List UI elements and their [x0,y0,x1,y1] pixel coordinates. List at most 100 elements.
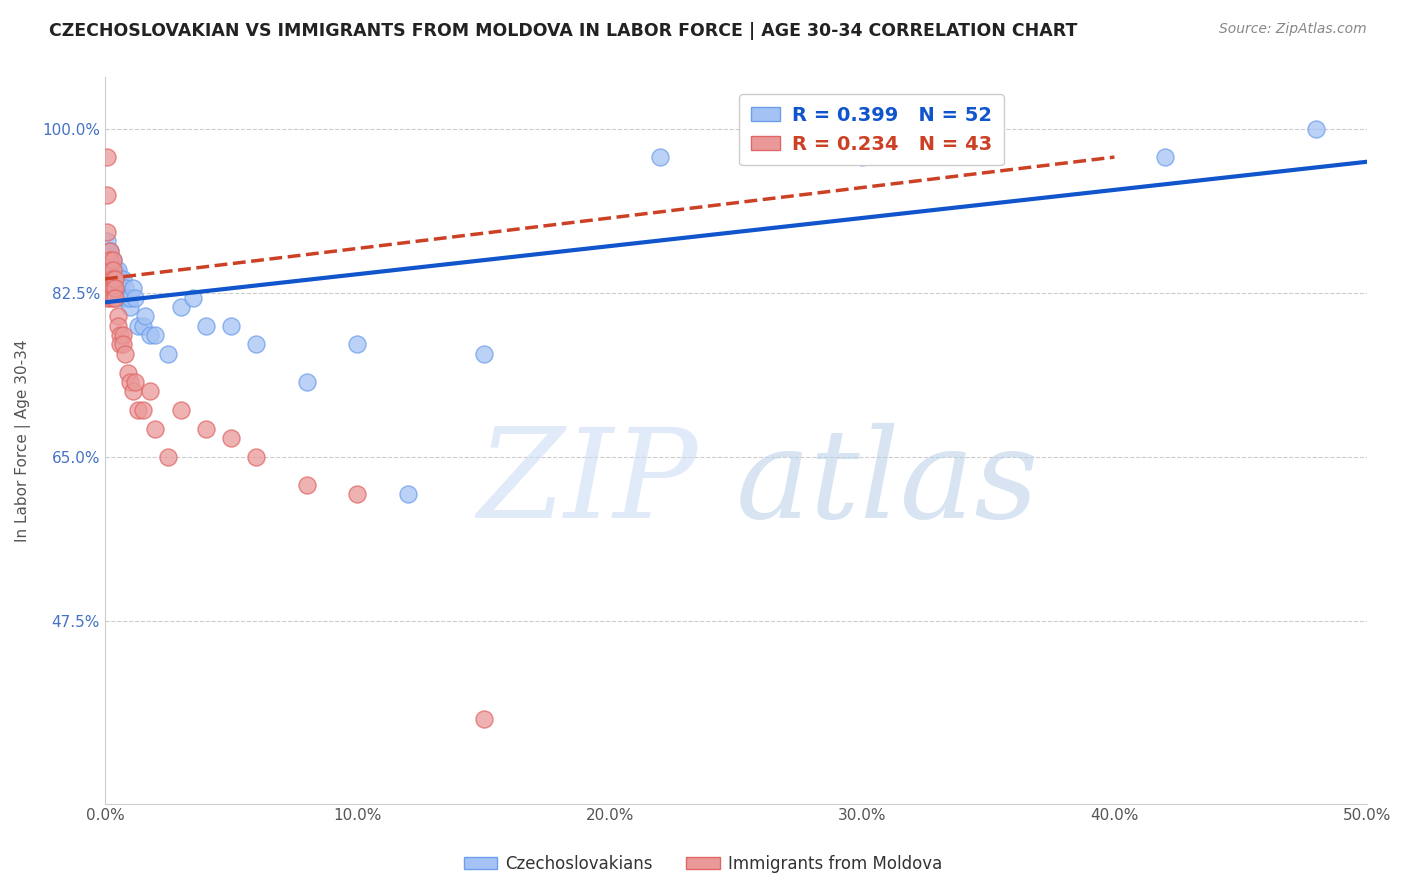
Point [194,422,217,436]
Point [1305,122,1327,136]
Point [96,253,118,268]
Point [124,375,146,389]
Point [295,375,318,389]
Point [108,272,131,286]
Point [121,281,143,295]
Point [98,291,121,305]
Point [170,403,193,417]
Point [145,422,167,436]
Legend: Czechoslovakians, Immigrants from Moldova: Czechoslovakians, Immigrants from Moldov… [457,848,949,880]
Point [98,253,121,268]
Point [472,347,495,361]
Point [104,291,127,305]
Point [96,187,118,202]
Point [157,450,180,464]
Point [111,328,134,343]
Point [396,487,419,501]
Point [194,318,217,333]
Point [96,150,118,164]
Point [104,281,127,295]
Text: Source: ZipAtlas.com: Source: ZipAtlas.com [1219,22,1367,37]
Point [98,281,121,295]
Point [117,366,139,380]
Point [120,300,142,314]
Point [104,262,127,277]
Point [96,291,118,305]
Point [96,272,118,286]
Point [111,272,134,286]
Point [139,328,162,343]
Point [101,262,124,277]
Point [111,291,134,305]
Point [145,328,167,343]
Point [170,300,193,314]
Point [245,450,267,464]
Point [157,347,180,361]
Point [101,272,124,286]
Point [107,318,129,333]
Point [1154,150,1177,164]
Point [104,272,127,286]
Point [101,281,124,295]
Legend: R = 0.399   N = 52, R = 0.234   N = 43: R = 0.399 N = 52, R = 0.234 N = 43 [740,95,1004,166]
Point [127,318,149,333]
Point [120,375,142,389]
Point [98,253,121,268]
Point [127,403,149,417]
Point [124,291,146,305]
Point [650,150,672,164]
Point [108,337,131,351]
Point [101,253,124,268]
Point [96,262,118,277]
Point [111,337,134,351]
Point [114,291,136,305]
Point [98,262,121,277]
Point [104,281,127,295]
Point [96,235,118,249]
Point [96,244,118,258]
Point [181,291,204,305]
Point [120,291,142,305]
Point [98,272,121,286]
Point [101,291,124,305]
Text: ZIP: ZIP [478,424,697,545]
Point [245,337,267,351]
Point [295,478,318,492]
Point [98,244,121,258]
Point [851,150,873,164]
Point [132,403,155,417]
Point [101,262,124,277]
Point [346,337,368,351]
Y-axis label: In Labor Force | Age 30-34: In Labor Force | Age 30-34 [15,339,31,541]
Point [104,272,127,286]
Point [121,384,143,399]
Point [96,225,118,239]
Point [101,281,124,295]
Point [98,272,121,286]
Point [107,262,129,277]
Point [219,431,242,445]
Point [101,272,124,286]
Point [108,328,131,343]
Point [114,347,136,361]
Point [98,244,121,258]
Point [96,253,118,268]
Point [117,291,139,305]
Point [96,272,118,286]
Point [114,281,136,295]
Point [98,281,121,295]
Point [98,262,121,277]
Point [346,487,368,501]
Point [98,262,121,277]
Point [134,310,156,324]
Point [101,272,124,286]
Point [139,384,162,399]
Point [132,318,155,333]
Text: atlas: atlas [735,424,1039,545]
Point [107,310,129,324]
Point [472,712,495,726]
Point [219,318,242,333]
Point [101,253,124,268]
Point [108,281,131,295]
Text: CZECHOSLOVAKIAN VS IMMIGRANTS FROM MOLDOVA IN LABOR FORCE | AGE 30-34 CORRELATIO: CZECHOSLOVAKIAN VS IMMIGRANTS FROM MOLDO… [49,22,1077,40]
